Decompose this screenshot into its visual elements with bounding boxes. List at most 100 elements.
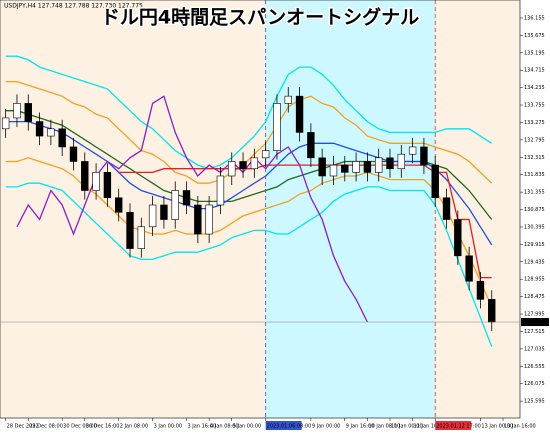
candle-body bbox=[205, 204, 213, 235]
candle-body bbox=[182, 190, 191, 206]
y-tick-label: 136.155 bbox=[524, 15, 545, 21]
candle-body bbox=[295, 95, 304, 133]
candle-body bbox=[442, 197, 451, 220]
y-tick-label: 132.315 bbox=[524, 155, 545, 161]
y-tick-label: 135.675 bbox=[524, 33, 545, 39]
x-tick-label: 11 Jan 16:00 bbox=[414, 424, 446, 430]
candle-body bbox=[250, 157, 259, 170]
candle-body bbox=[160, 204, 168, 220]
y-tick-label: 129.435 bbox=[524, 259, 545, 265]
y-tick-label: 126.555 bbox=[524, 364, 545, 370]
candle-body bbox=[284, 95, 292, 104]
y-tick-label: 131.835 bbox=[524, 172, 545, 178]
x-tick-label: 2023.01.12 17:00 bbox=[436, 424, 481, 430]
x-tick-label: 30 Dec 00:00 bbox=[63, 424, 97, 430]
x-tick-label: 5 Jan 00:00 bbox=[233, 424, 261, 430]
candle-body bbox=[476, 280, 485, 300]
y-tick-label: 132.795 bbox=[524, 137, 545, 143]
indicator-line bbox=[5, 182, 493, 347]
candle-body bbox=[397, 153, 405, 170]
y-tick-label: 131.355 bbox=[524, 190, 545, 196]
candle-body bbox=[148, 204, 157, 228]
candle-body bbox=[1, 117, 10, 130]
y-tick-label: 130.395 bbox=[524, 224, 545, 230]
candle-body bbox=[216, 175, 225, 206]
x-tick-label: 11 Jan 00:00 bbox=[391, 424, 423, 430]
highlight-box bbox=[435, 421, 472, 430]
highlight-box bbox=[265, 421, 302, 430]
candle-body bbox=[420, 146, 428, 166]
y-tick-label: 134.715 bbox=[524, 68, 545, 74]
shaded-range bbox=[265, 0, 436, 418]
candle-body bbox=[24, 103, 32, 122]
x-tick-label: 29 Dec 08:00 bbox=[29, 424, 63, 430]
plot-frame bbox=[0, 0, 521, 419]
indicator-line bbox=[118, 164, 492, 279]
candle-body bbox=[171, 190, 179, 220]
candle-body bbox=[386, 157, 394, 170]
candle-body bbox=[239, 161, 247, 170]
candle-body bbox=[13, 103, 21, 119]
x-tick-label: 3 Jan 00:00 bbox=[154, 424, 182, 430]
candle-body bbox=[228, 161, 236, 177]
current-price-label: 127.775 bbox=[523, 320, 544, 326]
candle-body bbox=[126, 211, 134, 249]
current-price-box bbox=[521, 318, 549, 327]
x-tick-label: 9 Jan 16:00 bbox=[346, 424, 374, 430]
y-tick-label: 128.955 bbox=[524, 277, 545, 283]
header: USDJPY,H4 127.748 127.788 127.730 127.77… bbox=[4, 3, 143, 10]
x-tick-label: 30 Dec 16:00 bbox=[86, 424, 120, 430]
indicator-line bbox=[5, 55, 493, 170]
y-tick-label: 129.915 bbox=[524, 242, 545, 248]
y-tick-label: 133.755 bbox=[524, 103, 545, 109]
y-tick-label: 127.515 bbox=[524, 329, 545, 335]
y-tick-label: 127.995 bbox=[524, 312, 545, 318]
y-tick-label: 133.275 bbox=[524, 120, 545, 126]
candle-body bbox=[47, 128, 55, 137]
plot-background bbox=[0, 0, 520, 418]
y-tick-label: 128.475 bbox=[524, 294, 545, 300]
y-tick-label: 135.195 bbox=[524, 50, 545, 56]
candle-body bbox=[363, 161, 372, 173]
candle-body bbox=[465, 255, 473, 282]
candle-body bbox=[137, 226, 145, 249]
candle-body bbox=[431, 164, 439, 199]
candle-body bbox=[307, 132, 315, 159]
candle-body bbox=[194, 204, 202, 235]
y-tick-label: 134.235 bbox=[524, 85, 545, 91]
indicator-line bbox=[16, 95, 368, 323]
plot-layer bbox=[1, 0, 496, 418]
candle-body bbox=[488, 299, 496, 323]
x-tick-label: 13 Jan 16:00 bbox=[504, 424, 536, 430]
candle-body bbox=[35, 121, 44, 137]
x-tick-label: 2023.01.06 08:00 bbox=[267, 424, 312, 430]
candle-body bbox=[115, 197, 123, 213]
candle-body bbox=[341, 164, 349, 173]
x-tick-label: 2 Jan 08:00 bbox=[120, 424, 148, 430]
candle-body bbox=[454, 219, 462, 257]
candle-body bbox=[318, 157, 326, 177]
indicator-line bbox=[5, 120, 493, 246]
candle-body bbox=[408, 146, 417, 155]
candle-body bbox=[69, 146, 78, 162]
x-tick-label: 13 Jan 00:00 bbox=[481, 424, 513, 430]
x-tick-label: 9 Jan 00:00 bbox=[312, 424, 340, 430]
x-tick-label: 10 Jan 08:00 bbox=[368, 424, 400, 430]
y-tick-label: 127.035 bbox=[524, 346, 545, 352]
y-tick-label: 126.075 bbox=[524, 381, 545, 387]
x-tick-label: 28 Dec 2022 bbox=[7, 424, 39, 430]
candle-body bbox=[352, 161, 360, 173]
candle-body bbox=[375, 157, 383, 173]
y-tick-label: 125.595 bbox=[524, 399, 545, 405]
candle-body bbox=[273, 103, 281, 151]
x-tick-label: 3 Jan 16:00 bbox=[188, 424, 216, 430]
candle-body bbox=[103, 172, 112, 199]
candle-body bbox=[81, 161, 89, 191]
chart-title: ドル円4時間足スパンオートシグナル bbox=[101, 6, 419, 29]
x-tick-label: 4 Jan 08:00 bbox=[210, 424, 238, 430]
y-tick-label: 130.875 bbox=[524, 207, 545, 213]
candle-body bbox=[92, 172, 100, 191]
candle-body bbox=[329, 164, 338, 177]
